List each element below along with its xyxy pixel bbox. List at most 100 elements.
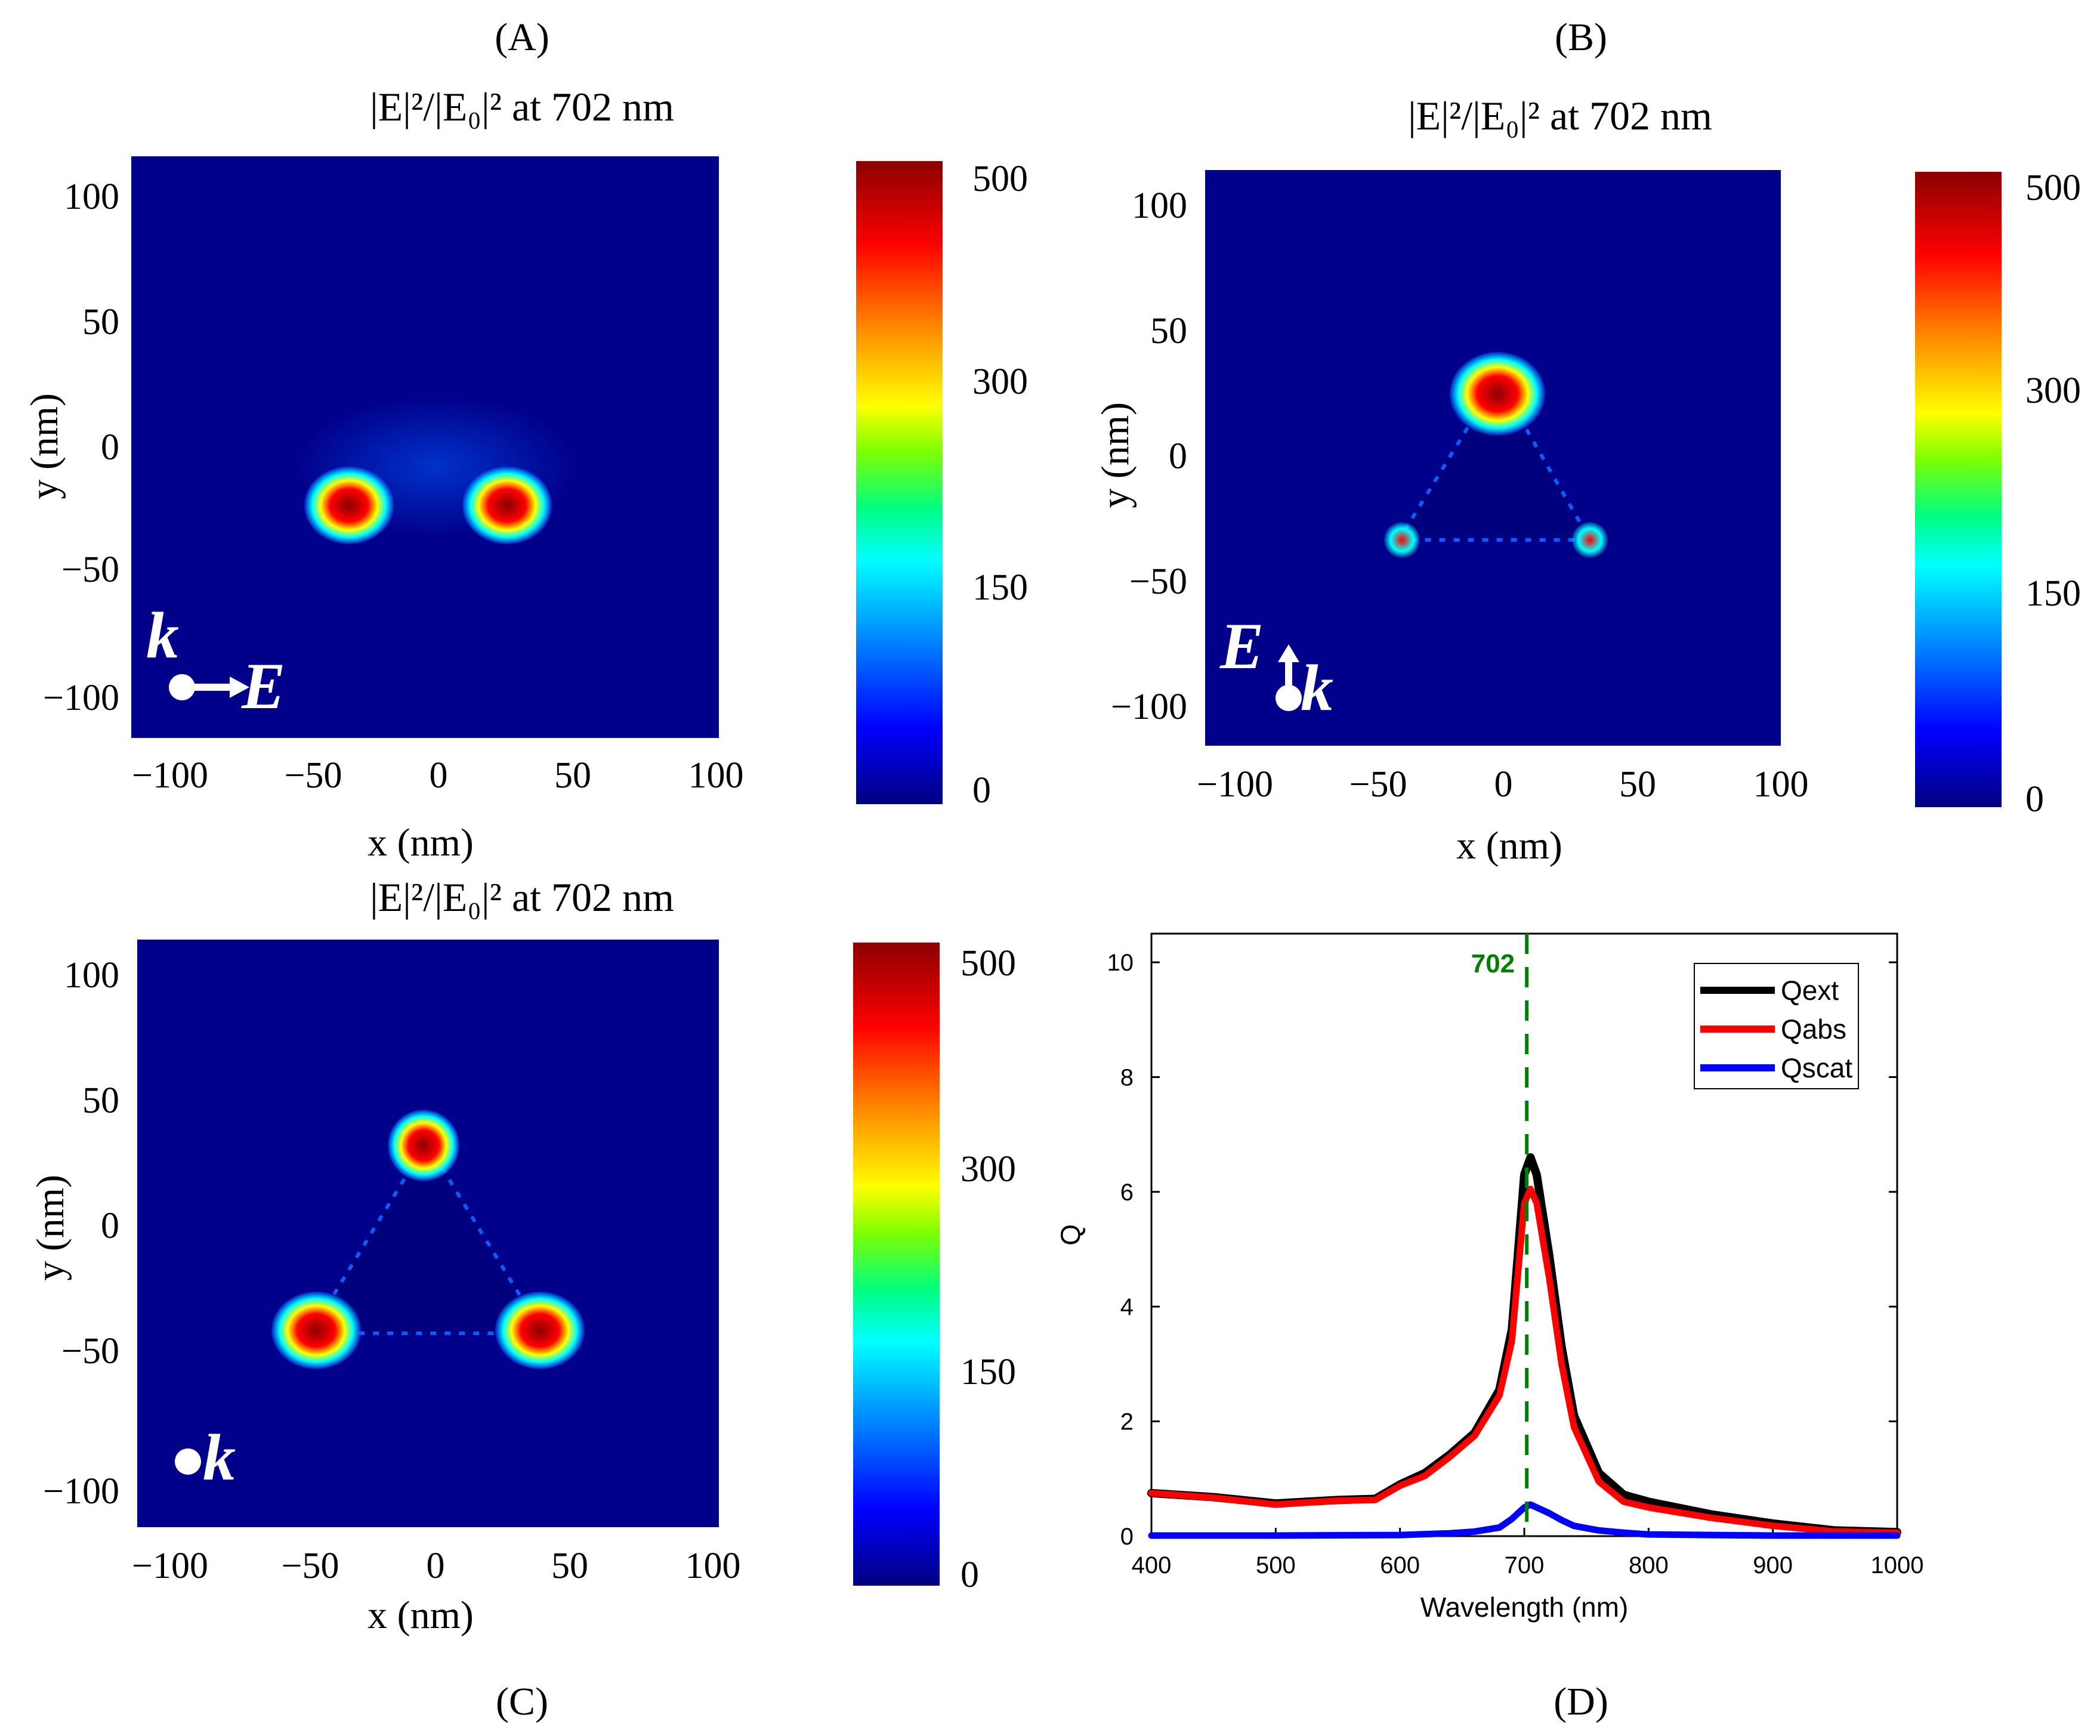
arrow-up-icon	[1276, 644, 1302, 711]
dot-icon	[175, 1448, 201, 1475]
panel-a-title: |E|²/|E₀|² at 702 nm	[370, 84, 674, 129]
annotation-k: k	[1301, 651, 1333, 724]
y-tick: 50	[82, 1080, 119, 1121]
x-tick: −50	[281, 1546, 339, 1586]
colorbar-b	[1915, 172, 2002, 807]
y-tick: −50	[61, 549, 119, 590]
annotation-e: E	[1220, 610, 1264, 682]
annotation-k: k	[146, 599, 179, 672]
x-tick: 0	[426, 1546, 445, 1586]
panel-letter-a: (A)	[495, 16, 549, 59]
x-tick: 100	[1753, 764, 1809, 805]
hotspot-b-left	[1384, 522, 1420, 558]
panel-letter-d: (D)	[1554, 1680, 1608, 1723]
y-tick: −50	[1129, 561, 1187, 602]
colorbar-tick: 500	[2025, 168, 2081, 208]
y-tick: 100	[1132, 186, 1187, 226]
triangle-outline	[1395, 375, 1593, 542]
panel-b-heatmap: E k	[1205, 170, 1781, 746]
x-tick: −50	[1349, 764, 1407, 805]
hotspot-b-right	[1572, 522, 1608, 558]
x-tick: 100	[688, 755, 744, 796]
hotspot-c-right	[495, 1292, 585, 1369]
legend-label-qscat: Qscat	[1781, 1052, 1852, 1083]
hotspot-a-left	[304, 467, 394, 544]
x-tick: −100	[1197, 764, 1273, 805]
y-tick: −100	[43, 1471, 119, 1512]
y-axis-label: y (nm)	[1094, 402, 1137, 508]
y-tick-label: 2	[1120, 1409, 1134, 1435]
x-tick: −100	[132, 1546, 208, 1586]
x-tick-label: 600	[1380, 1552, 1420, 1579]
x-axis-label: x (nm)	[368, 821, 474, 864]
x-tick-label: 1000	[1871, 1552, 1924, 1579]
x-tick-label: 500	[1256, 1552, 1296, 1579]
x-tick-label: 400	[1132, 1552, 1172, 1579]
hotspot-c-left	[271, 1292, 361, 1369]
annotation-e: E	[242, 650, 286, 722]
colorbar-tick: 300	[972, 362, 1028, 402]
y-tick: −100	[1111, 687, 1187, 727]
y-tick: 50	[82, 302, 119, 342]
marker-label: 702	[1471, 949, 1515, 978]
annotation-k: k	[203, 1421, 236, 1494]
colorbar-tick: 500	[972, 159, 1028, 199]
y-axis-label: y (nm)	[23, 393, 66, 499]
y-axis-label: y (nm)	[29, 1175, 72, 1281]
legend-label-qext: Qext	[1781, 975, 1839, 1006]
hotspot-c-top	[388, 1110, 459, 1181]
x-tick: 100	[685, 1546, 741, 1586]
colorbar-a	[856, 161, 943, 804]
colorbar-tick: 150	[972, 567, 1028, 608]
panel-letter-b: (B)	[1555, 16, 1607, 59]
colorbar-tick: 300	[961, 1149, 1016, 1190]
panel-c-title: |E|²/|E₀|² at 702 nm	[370, 875, 674, 920]
y-tick: −50	[61, 1331, 119, 1371]
series-line-qscat	[1148, 1501, 1901, 1539]
hotspot-a-right	[462, 467, 552, 544]
x-tick: 0	[429, 755, 448, 796]
panel-letter-c: (C)	[496, 1680, 548, 1723]
y-tick-label: 4	[1120, 1294, 1134, 1320]
colorbar-tick: 150	[961, 1352, 1016, 1392]
x-tick: 50	[1619, 764, 1656, 805]
x-axis-label: Wavelength (nm)	[1420, 1592, 1629, 1623]
y-tick-label: 10	[1107, 950, 1134, 976]
panel-b-title: |E|²/|E₀|² at 702 nm	[1408, 93, 1712, 138]
x-tick: −50	[284, 755, 342, 796]
y-tick: 100	[64, 177, 119, 217]
series-line-qabs	[1148, 1185, 1901, 1536]
x-tick: 50	[554, 755, 591, 796]
arrow-right-icon	[169, 674, 249, 700]
colorbar-tick: 300	[2025, 370, 2081, 411]
colorbar-tick: 0	[2025, 779, 2044, 820]
x-tick-label: 800	[1629, 1552, 1669, 1579]
colorbar-tick: 0	[961, 1555, 979, 1595]
y-tick: 100	[64, 955, 119, 996]
hotspot-b-top	[1450, 352, 1545, 435]
triangle-outline	[307, 1139, 546, 1335]
extinction-spectrum-chart: 400 500 600 700 800 900 1000 0 2 4 6 8 10 Wavelength …	[1055, 932, 1924, 1623]
panel-a-heatmap: k E	[131, 156, 719, 738]
x-tick: 50	[551, 1546, 588, 1586]
y-tick: −100	[43, 678, 119, 718]
x-tick-label: 900	[1753, 1552, 1793, 1579]
y-tick: 50	[1150, 311, 1187, 351]
y-tick: 0	[1169, 436, 1187, 477]
y-axis-label: Q	[1055, 1224, 1086, 1246]
x-tick: −100	[132, 755, 208, 796]
y-tick: 0	[101, 427, 119, 468]
colorbar-c	[853, 943, 940, 1586]
x-tick-label: 700	[1505, 1552, 1545, 1579]
panel-c-heatmap: k	[137, 940, 719, 1527]
colorbar-tick: 150	[2025, 573, 2081, 614]
y-tick: 0	[101, 1206, 119, 1246]
legend-label-qabs: Qabs	[1781, 1014, 1846, 1045]
y-tick-label: 0	[1120, 1524, 1134, 1550]
colorbar-tick: 500	[961, 943, 1016, 984]
y-tick-label: 6	[1120, 1179, 1134, 1206]
x-axis-label: x (nm)	[368, 1593, 474, 1637]
y-tick-label: 8	[1120, 1064, 1134, 1091]
x-axis-label: x (nm)	[1456, 824, 1562, 867]
x-tick: 0	[1494, 764, 1513, 805]
